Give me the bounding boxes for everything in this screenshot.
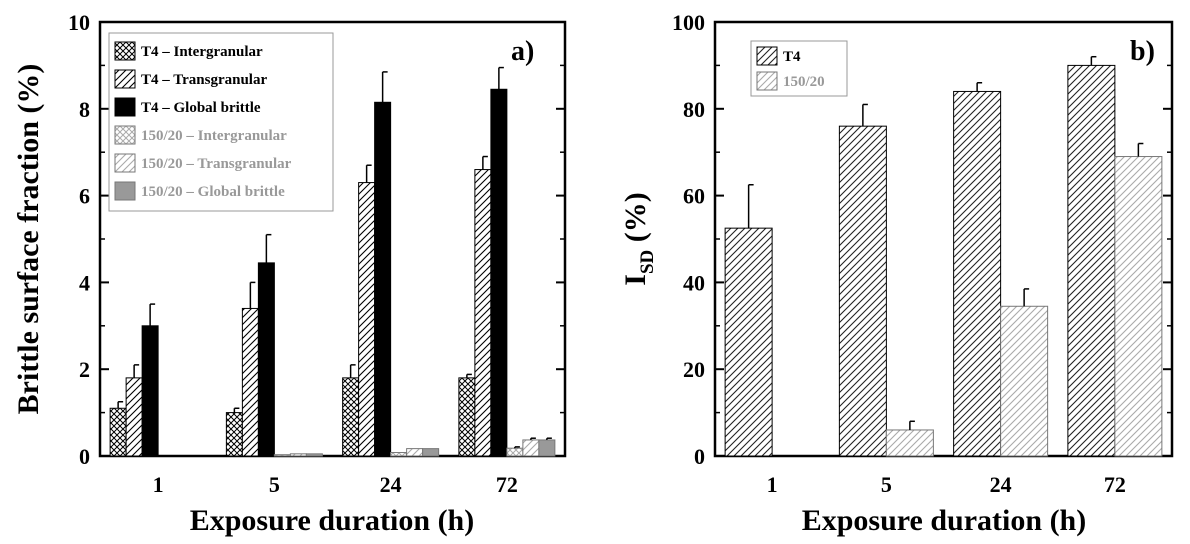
bar	[225, 412, 243, 457]
bars-a	[109, 66, 556, 457]
y-axis-title-b-sub: SD	[637, 250, 658, 274]
ticks-b: 0 20 40 60 80 100 1 5 24 72	[672, 10, 1172, 497]
x-tick-label: 24	[380, 472, 402, 497]
bar	[125, 377, 143, 457]
legend-label: T4 – Intergranular	[141, 44, 263, 60]
legend-swatch	[114, 97, 136, 117]
y-tick-label: 80	[683, 97, 705, 122]
y-tick-label: 40	[683, 270, 705, 295]
bar	[257, 262, 275, 457]
legend-label: 150/20 – Transgranular	[141, 156, 292, 172]
panel-label-b: b)	[1130, 36, 1155, 67]
x-tick-label: 5	[269, 472, 280, 497]
y-tick-label: 6	[79, 184, 90, 209]
legend-swatch	[114, 153, 136, 173]
legend-label: 150/20	[783, 74, 825, 90]
legend-b: T4 150/20	[750, 40, 848, 97]
bars-b	[724, 55, 1163, 457]
bar	[358, 182, 376, 457]
x-tick-label: 72	[1104, 472, 1126, 497]
legend-swatch	[756, 71, 778, 91]
bar	[273, 454, 291, 457]
bar	[241, 307, 259, 457]
bar	[374, 101, 392, 457]
bar	[724, 227, 773, 457]
y-axis-title-b: ISD (%)	[619, 192, 658, 285]
bar	[1000, 305, 1049, 457]
legend-swatch	[114, 69, 136, 89]
y-tick-label: 0	[79, 444, 90, 469]
legend-a: T4 – Intergranular T4 – Transgranular T4 –…	[108, 32, 334, 212]
bar	[1067, 64, 1116, 457]
x-tick-label: 1	[767, 472, 778, 497]
bar	[141, 325, 159, 457]
legend-label: T4 – Transgranular	[141, 72, 267, 88]
legend-swatch	[756, 46, 778, 66]
legend-swatch	[114, 181, 136, 201]
legend-label: 150/20 – Global brittle	[141, 184, 285, 200]
bar	[1114, 156, 1163, 457]
bar	[538, 439, 556, 457]
bar	[289, 453, 307, 457]
y-tick-label: 20	[683, 357, 705, 382]
panel-label-a: a)	[511, 36, 534, 67]
y-tick-label: 2	[79, 357, 90, 382]
y-tick-label: 0	[694, 444, 705, 469]
bar	[506, 447, 524, 457]
bar	[490, 88, 508, 457]
bar	[406, 448, 424, 457]
y-tick-label: 10	[68, 10, 90, 35]
bar	[390, 452, 408, 457]
y-tick-label: 8	[79, 97, 90, 122]
bar	[458, 377, 476, 457]
legend-swatch	[114, 125, 136, 145]
y-tick-label: 4	[79, 270, 90, 295]
legend-box-a	[108, 32, 334, 212]
y-axis-title-b-main: I	[619, 274, 652, 286]
bar	[885, 429, 934, 457]
bar	[522, 439, 540, 457]
y-tick-label: 100	[672, 10, 705, 35]
bar	[474, 169, 492, 457]
legend-label: T4	[783, 49, 801, 65]
x-tick-label: 24	[990, 472, 1012, 497]
bar	[422, 448, 440, 457]
x-axis-title-a: Exposure duration (h)	[190, 504, 475, 537]
bar	[953, 90, 1002, 457]
chart-panel-b: 0 20 40 60 80 100 1 5 24 72 b) Exposure duration …	[619, 10, 1174, 537]
x-tick-label: 72	[496, 472, 518, 497]
x-tick-label: 1	[153, 472, 164, 497]
legend-swatch	[114, 41, 136, 61]
bar	[305, 453, 323, 457]
bar	[109, 407, 127, 457]
legend-label: 150/20 – Intergranular	[141, 128, 287, 144]
legend-label: T4 – Global brittle	[141, 100, 261, 116]
y-axis-title-b-unit: (%)	[619, 192, 652, 249]
x-tick-label: 5	[881, 472, 892, 497]
bar	[838, 125, 887, 457]
y-axis-title-a: Brittle surface fraction (%)	[12, 64, 45, 415]
bar	[342, 377, 360, 457]
x-axis-title-b: Exposure duration (h)	[802, 504, 1087, 537]
y-tick-label: 60	[683, 184, 705, 209]
